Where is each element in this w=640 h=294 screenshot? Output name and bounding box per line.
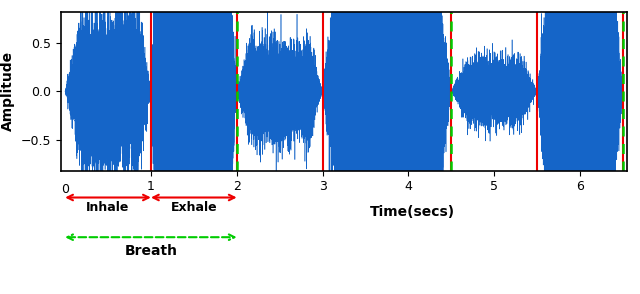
Y-axis label: Amplitude: Amplitude bbox=[1, 51, 15, 131]
Breath Signal bbox=[147, 91, 155, 94]
Breath Phase Boundary bbox=[147, 89, 155, 93]
Text: 0: 0 bbox=[61, 183, 69, 196]
Breath Signal bbox=[522, 99, 529, 103]
Breath Signal bbox=[619, 89, 627, 93]
Breath Signal bbox=[301, 65, 309, 68]
Text: Time(secs): Time(secs) bbox=[369, 206, 454, 219]
Breath Signal bbox=[546, 48, 554, 52]
Breath Signal bbox=[61, 89, 69, 93]
Breath Signal bbox=[198, 192, 206, 196]
Breath Boundary bbox=[233, 89, 241, 93]
Line: Breath Signal: Breath Signal bbox=[65, 0, 623, 294]
Text: Exhale: Exhale bbox=[170, 201, 217, 214]
Breath Signal bbox=[182, 110, 189, 113]
Text: Breath: Breath bbox=[124, 243, 177, 258]
Text: Inhale: Inhale bbox=[86, 201, 130, 214]
